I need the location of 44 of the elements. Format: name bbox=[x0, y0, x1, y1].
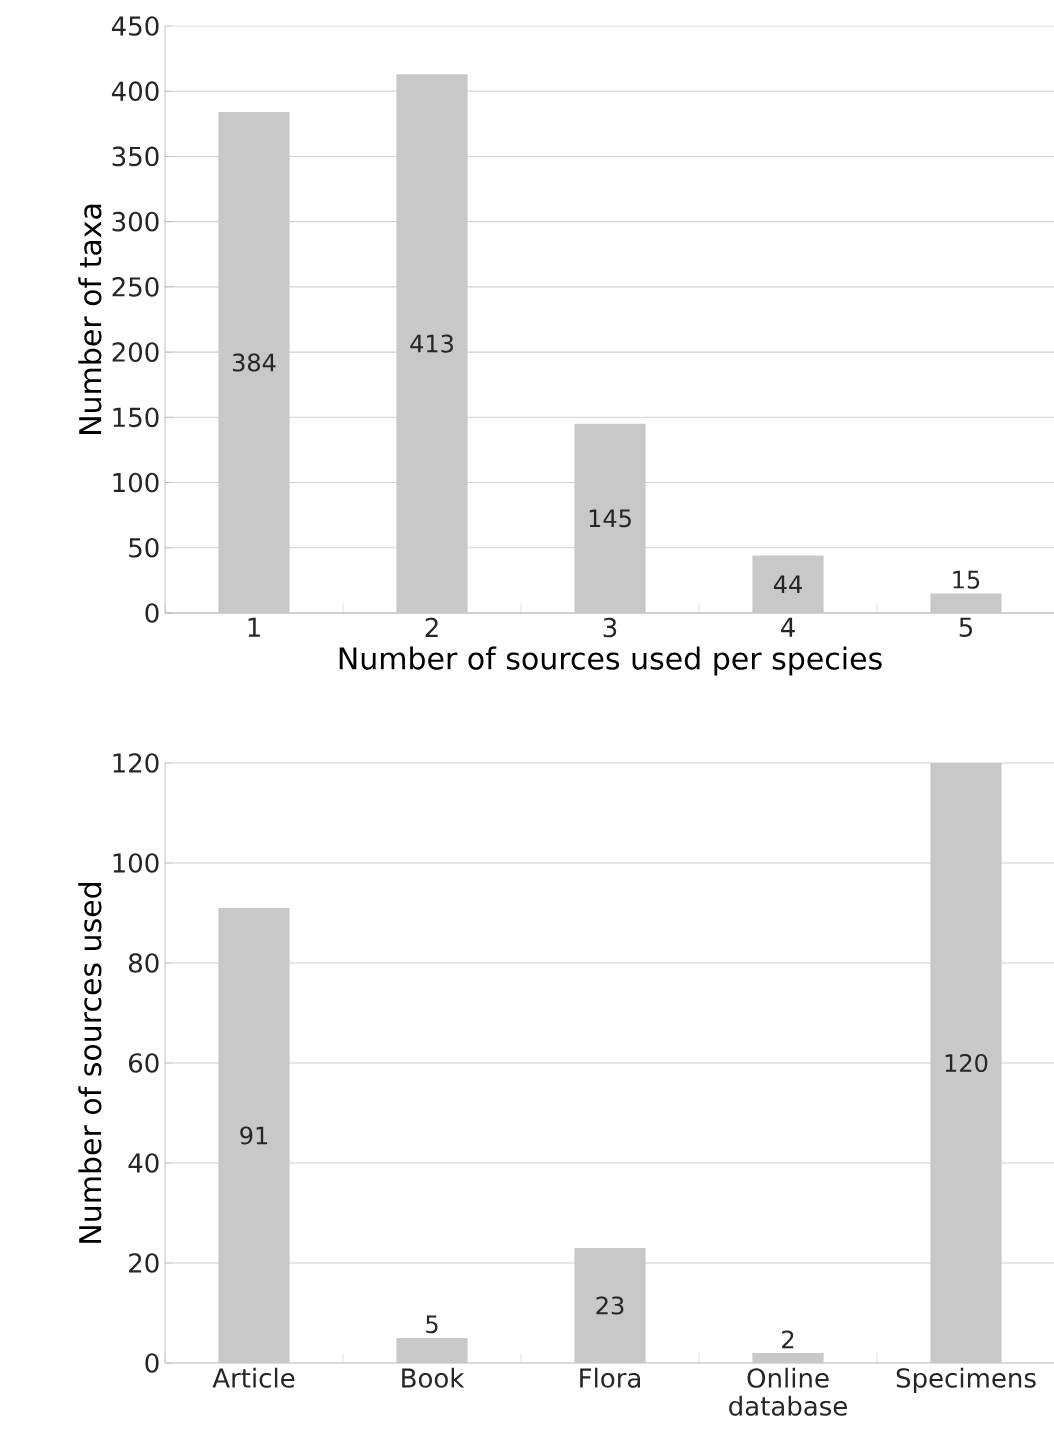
y-tick-label: 450 bbox=[111, 16, 159, 36]
y-tick-label: 100 bbox=[113, 853, 159, 873]
data-label: 23 bbox=[596, 1296, 624, 1315]
y-tick-label: 20 bbox=[129, 1253, 159, 1273]
y-axis-title: Number of sources used bbox=[78, 883, 102, 1243]
y-tick-label: 0 bbox=[145, 1353, 159, 1373]
data-label: 145 bbox=[589, 509, 631, 528]
x-tick-label: 4 bbox=[781, 617, 795, 637]
x-tick-label: Flora bbox=[580, 1367, 640, 1388]
y-tick-label: 400 bbox=[111, 81, 159, 102]
bar bbox=[396, 1337, 468, 1363]
y-tick-label: 300 bbox=[112, 211, 159, 232]
bar bbox=[752, 555, 824, 613]
y-tick-label: 40 bbox=[128, 1153, 159, 1173]
data-label: 91 bbox=[240, 1126, 268, 1145]
data-label: 15 bbox=[953, 570, 980, 589]
y-tick-label: 50 bbox=[129, 537, 159, 558]
data-label: 5 bbox=[426, 1315, 438, 1334]
y-tick-label: 200 bbox=[112, 342, 159, 362]
y-tick-label: 0 bbox=[145, 603, 159, 623]
y-axis-title: Number of taxa bbox=[78, 204, 102, 434]
bar bbox=[930, 593, 1002, 613]
data-label: 413 bbox=[410, 334, 453, 353]
x-tick-label: Article bbox=[212, 1367, 295, 1388]
bar bbox=[752, 1353, 824, 1363]
x-tick-label: Online database bbox=[729, 1367, 847, 1416]
y-tick-label: 350 bbox=[112, 146, 159, 167]
y-tick-label: 150 bbox=[113, 407, 159, 428]
x-tick-label: 3 bbox=[603, 617, 617, 638]
data-label: 2 bbox=[782, 1330, 794, 1349]
x-tick-label: Specimens bbox=[896, 1367, 1036, 1393]
y-tick-label: 60 bbox=[129, 1053, 159, 1073]
x-tick-label: Book bbox=[402, 1367, 465, 1388]
data-label: 44 bbox=[773, 575, 802, 594]
data-label: 120 bbox=[945, 1053, 988, 1073]
y-tick-label: 250 bbox=[112, 277, 159, 297]
x-tick-label: 1 bbox=[248, 617, 260, 637]
y-tick-label: 120 bbox=[113, 753, 159, 773]
x-tick-label: 2 bbox=[425, 617, 438, 637]
y-tick-label: 80 bbox=[128, 953, 159, 973]
x-tick-label: 5 bbox=[959, 617, 972, 638]
x-axis-title: Number of sources used per species bbox=[339, 646, 882, 676]
y-tick-label: 100 bbox=[113, 472, 159, 493]
data-label: 384 bbox=[232, 353, 276, 372]
